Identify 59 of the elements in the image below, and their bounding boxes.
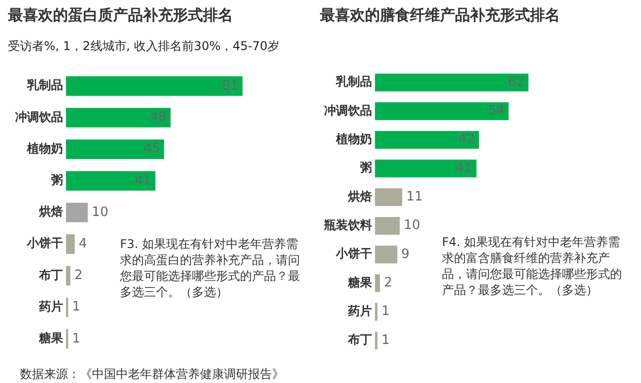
- y-tick-label: 药片: [347, 304, 372, 318]
- data-label: 1: [381, 304, 390, 320]
- y-tick-label: 粥: [51, 173, 63, 188]
- y-tick-label: 小饼干: [335, 246, 372, 261]
- data-label: 48: [150, 110, 167, 126]
- source-note: 数据来源：《中国中老年群体营养健康调研报告》: [20, 366, 284, 383]
- bar: [66, 139, 164, 160]
- data-label: 41: [456, 160, 472, 176]
- bar: [375, 246, 398, 264]
- annotation: F3. 如果现在有针对中老年营养需求的高蛋白的营养补充产品，请问您最可能选择哪些形式的产品？最多选三个。（多选）: [120, 236, 301, 300]
- y-tick-label: 小饼干: [26, 236, 63, 250]
- y-tick-label: 烘焙: [347, 189, 372, 204]
- annotation: F4. 如果现在有针对中老年营养需求的富含膳食纤维的营养补充产品，请问您最可能选择哪些形式的产品？最多选三个。（多选）: [442, 234, 623, 298]
- bar: [375, 216, 400, 235]
- data-label: 62: [508, 74, 524, 90]
- y-tick-label: 乳制品: [335, 74, 372, 89]
- bar: [375, 160, 476, 178]
- y-tick-label: 植物奶: [26, 141, 63, 156]
- data-label: 42: [458, 132, 475, 148]
- data-label: 1: [72, 300, 80, 315]
- y-tick-label: 糖果: [347, 275, 373, 290]
- bar: [66, 108, 171, 128]
- chart-title: 最喜欢的蛋白质产品补充形式排名: [8, 6, 233, 25]
- data-label: 11: [406, 190, 423, 205]
- bar: [66, 234, 75, 254]
- data-label: 2: [384, 276, 392, 291]
- y-tick-label: 粥: [360, 160, 372, 175]
- y-tick-label: 冲调饮品: [15, 110, 63, 124]
- data-label: 45: [144, 142, 160, 157]
- bar: [375, 274, 380, 292]
- y-tick-label: 烘焙: [38, 204, 63, 219]
- y-tick-label: 瓶装饮料: [323, 218, 372, 232]
- bar: [375, 102, 509, 120]
- data-label: 1: [72, 331, 80, 346]
- data-label: 9: [401, 246, 410, 262]
- data-label: 10: [404, 218, 420, 234]
- y-tick-label: 冲调饮品: [324, 103, 372, 118]
- y-tick-label: 乳制品: [26, 78, 63, 92]
- bar: [375, 188, 402, 206]
- y-tick-label: 糖果: [38, 331, 64, 346]
- chart-title: 最喜欢的膳食纤维产品补充形式排名: [320, 6, 560, 25]
- bar: [66, 76, 243, 96]
- bar: [66, 202, 88, 222]
- bar: [66, 266, 70, 286]
- y-tick-label: 植物奶: [335, 132, 372, 146]
- bar: [375, 130, 479, 149]
- data-label: 41: [134, 173, 152, 188]
- data-label: 1: [381, 332, 390, 348]
- bar: [375, 74, 528, 92]
- y-tick-label: 布丁: [347, 332, 372, 347]
- y-tick-label: 药片: [38, 299, 63, 314]
- y-tick-label: 布丁: [38, 268, 63, 282]
- data-label: 2: [74, 268, 83, 284]
- data-label: 81: [222, 78, 239, 94]
- chart-subtitle: 受访者%, 1，2线城市, 收入排名前30%，45-70岁: [8, 38, 280, 55]
- data-label: 54: [488, 104, 505, 119]
- bar: [66, 171, 156, 191]
- data-label: 10: [92, 204, 108, 220]
- data-label: 4: [78, 236, 87, 252]
